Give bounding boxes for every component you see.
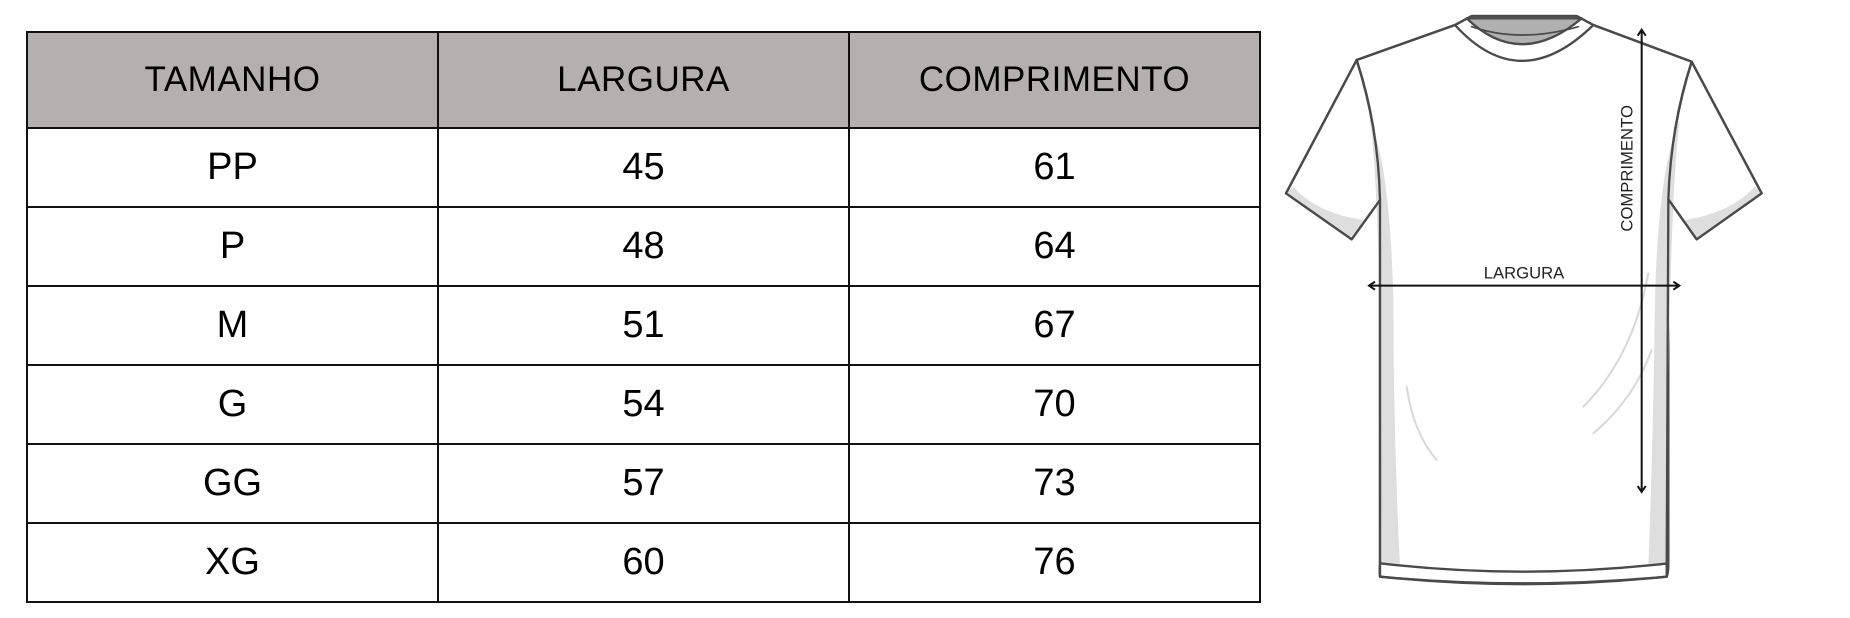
size-cell: G: [26, 364, 439, 445]
length-cell: 76: [848, 522, 1261, 603]
tshirt-measurement-diagram: LARGURA COMPRIMENTO: [1284, 14, 1763, 586]
width-cell: 51: [437, 285, 850, 366]
header-largura: LARGURA: [437, 31, 850, 129]
size-cell: P: [26, 206, 439, 287]
table-header-row: TAMANHO LARGURA COMPRIMENTO: [26, 31, 1261, 129]
table-row: M 51 67: [26, 285, 1261, 366]
table-row: GG 57 73: [26, 443, 1261, 524]
length-cell: 61: [848, 127, 1261, 208]
length-arrow-icon: [1636, 27, 1647, 494]
size-cell: PP: [26, 127, 439, 208]
table-row: PP 45 61: [26, 127, 1261, 208]
length-cell: 64: [848, 206, 1261, 287]
length-cell: 73: [848, 443, 1261, 524]
width-cell: 54: [437, 364, 850, 445]
table-row: P 48 64: [26, 206, 1261, 287]
header-comprimento: COMPRIMENTO: [848, 31, 1261, 129]
width-cell: 57: [437, 443, 850, 524]
tshirt-icon: [1284, 14, 1763, 586]
width-label: LARGURA: [1484, 263, 1565, 282]
table-row: XG 60 76: [26, 522, 1261, 603]
width-cell: 48: [437, 206, 850, 287]
length-cell: 70: [848, 364, 1261, 445]
size-cell: GG: [26, 443, 439, 524]
length-label: COMPRIMENTO: [1618, 105, 1637, 232]
width-cell: 60: [437, 522, 850, 603]
width-arrow-icon: [1367, 280, 1682, 291]
table-row: G 54 70: [26, 364, 1261, 445]
header-tamanho: TAMANHO: [26, 31, 439, 129]
size-chart-table: TAMANHO LARGURA COMPRIMENTO PP 45 61 P 48 64…: [26, 31, 1261, 603]
size-cell: M: [26, 285, 439, 366]
width-cell: 45: [437, 127, 850, 208]
length-cell: 67: [848, 285, 1261, 366]
size-cell: XG: [26, 522, 439, 603]
